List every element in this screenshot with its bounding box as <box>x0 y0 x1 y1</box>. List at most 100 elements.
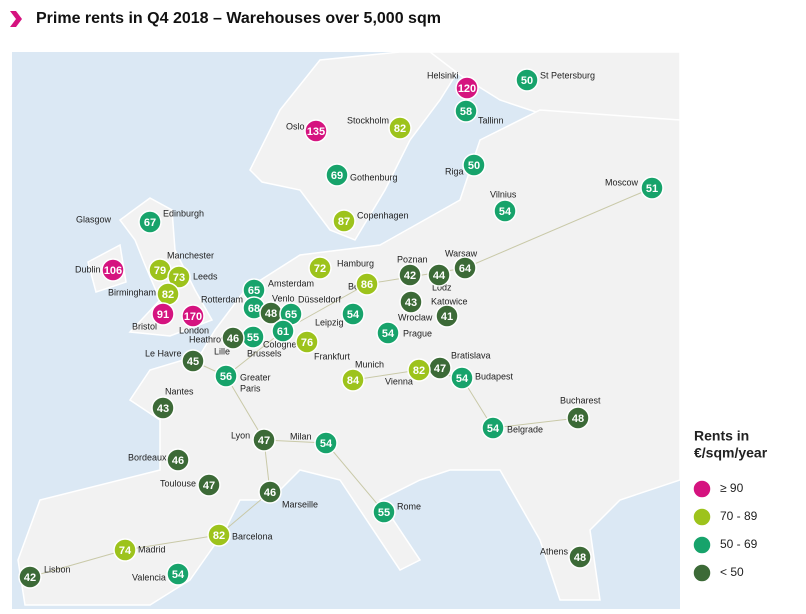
rent-marker: 54 <box>314 431 338 455</box>
city-label: Copenhagen <box>357 210 409 220</box>
marker-circle <box>166 562 190 586</box>
city-label: Poznan <box>397 254 428 264</box>
city-label: Valencia <box>132 572 166 582</box>
marker-circle <box>640 176 664 200</box>
marker-circle <box>355 272 379 296</box>
city-label: Bratislava <box>451 350 491 360</box>
city-label: Milan <box>290 431 312 441</box>
marker-circle <box>462 153 486 177</box>
rent-value: 54 <box>382 328 395 340</box>
rent-marker: 106 <box>101 258 125 282</box>
rent-value: 54 <box>456 373 469 385</box>
city-label: Barcelona <box>232 531 273 541</box>
rent-marker: 82 <box>156 282 180 306</box>
rent-marker: 120 <box>455 76 479 100</box>
rent-marker: 84 <box>341 368 365 392</box>
rent-value: 48 <box>265 308 277 320</box>
rent-value: 120 <box>458 83 476 95</box>
rent-value: 67 <box>144 217 156 229</box>
city-label: Le Havre <box>145 348 182 358</box>
rent-value: 54 <box>499 206 512 218</box>
rent-value: 76 <box>301 337 313 349</box>
city-label: Lisbon <box>44 564 71 574</box>
city-label: Leipzig <box>315 317 344 327</box>
rent-marker: 48 <box>259 301 283 325</box>
marker-circle <box>376 321 400 345</box>
rent-marker: 44 <box>427 263 451 287</box>
rent-marker: 50 <box>462 153 486 177</box>
city-label: Bucharest <box>560 395 601 405</box>
rent-value: 135 <box>307 126 325 138</box>
city-label: Rotterdam <box>201 294 243 304</box>
marker-circle <box>566 406 590 430</box>
map-area <box>12 51 681 609</box>
city-label: Lodz <box>432 282 452 292</box>
rent-value: 106 <box>104 265 122 277</box>
city-label: Rome <box>397 501 421 511</box>
rent-value: 73 <box>173 272 185 284</box>
rent-marker: 135 <box>304 119 328 143</box>
rent-marker: 46 <box>258 480 282 504</box>
rent-marker: 79 <box>148 258 172 282</box>
city-label: Riga <box>445 166 464 176</box>
rent-value: 54 <box>172 569 185 581</box>
marker-circle <box>427 263 451 287</box>
city-label: Cologne <box>263 339 297 349</box>
city-label: Venlo <box>272 293 295 303</box>
city-label: Brussels <box>247 348 282 358</box>
legend-swatch <box>692 479 712 499</box>
rent-marker: 67 <box>138 210 162 234</box>
marker-circle <box>167 265 191 289</box>
rent-value: 64 <box>459 263 472 275</box>
rent-value: 41 <box>441 311 453 323</box>
rent-value: 65 <box>285 309 297 321</box>
rent-value: 82 <box>413 365 425 377</box>
marker-circle <box>493 199 517 223</box>
legend-title: €/sqm/year <box>694 445 768 461</box>
marker-circle <box>214 364 238 388</box>
rent-marker: 82 <box>388 116 412 140</box>
marker-circle <box>372 500 396 524</box>
rent-value: 61 <box>277 326 289 338</box>
rent-value: 51 <box>646 183 658 195</box>
city-label: Gothenburg <box>350 172 398 182</box>
marker-circle <box>314 431 338 455</box>
city-label: Greater <box>240 372 271 382</box>
rent-marker: 46 <box>166 448 190 472</box>
marker-circle <box>258 480 282 504</box>
rent-marker: 42 <box>18 565 42 589</box>
city-label: Birmingham <box>108 287 156 297</box>
legend-title: Rents in <box>694 428 749 444</box>
city-label: Lyon <box>231 430 250 440</box>
land <box>17 109 681 606</box>
city-label: Helsinki <box>427 70 459 80</box>
rent-marker: 54 <box>376 321 400 345</box>
marker-circle <box>151 396 175 420</box>
rent-value: 65 <box>248 285 260 297</box>
rent-marker: 41 <box>435 304 459 328</box>
rent-marker: 54 <box>450 366 474 390</box>
land <box>249 51 472 241</box>
rent-value: 48 <box>572 413 584 425</box>
rent-value: 42 <box>24 572 36 584</box>
marker-circle <box>207 523 231 547</box>
marker-circle <box>407 358 431 382</box>
marker-circle <box>325 163 349 187</box>
city-label: Düsseldorf <box>298 294 342 304</box>
marker-circle <box>398 263 422 287</box>
legend-label: ≥ 90 <box>720 481 744 495</box>
city-label: Bordeaux <box>128 452 167 462</box>
rent-value: 170 <box>184 311 202 323</box>
marker-circle <box>388 116 412 140</box>
city-label: Moscow <box>605 177 639 187</box>
marker-circle <box>332 209 356 233</box>
city-label: Katowice <box>431 296 468 306</box>
rent-marker: 42 <box>398 263 422 287</box>
city-label: Frankfurt <box>314 351 351 361</box>
legend-label: 50 - 69 <box>720 537 758 551</box>
rent-marker: 46 <box>221 326 245 350</box>
rent-marker: 82 <box>207 523 231 547</box>
rent-value: 50 <box>521 75 533 87</box>
rent-marker: 76 <box>295 330 319 354</box>
